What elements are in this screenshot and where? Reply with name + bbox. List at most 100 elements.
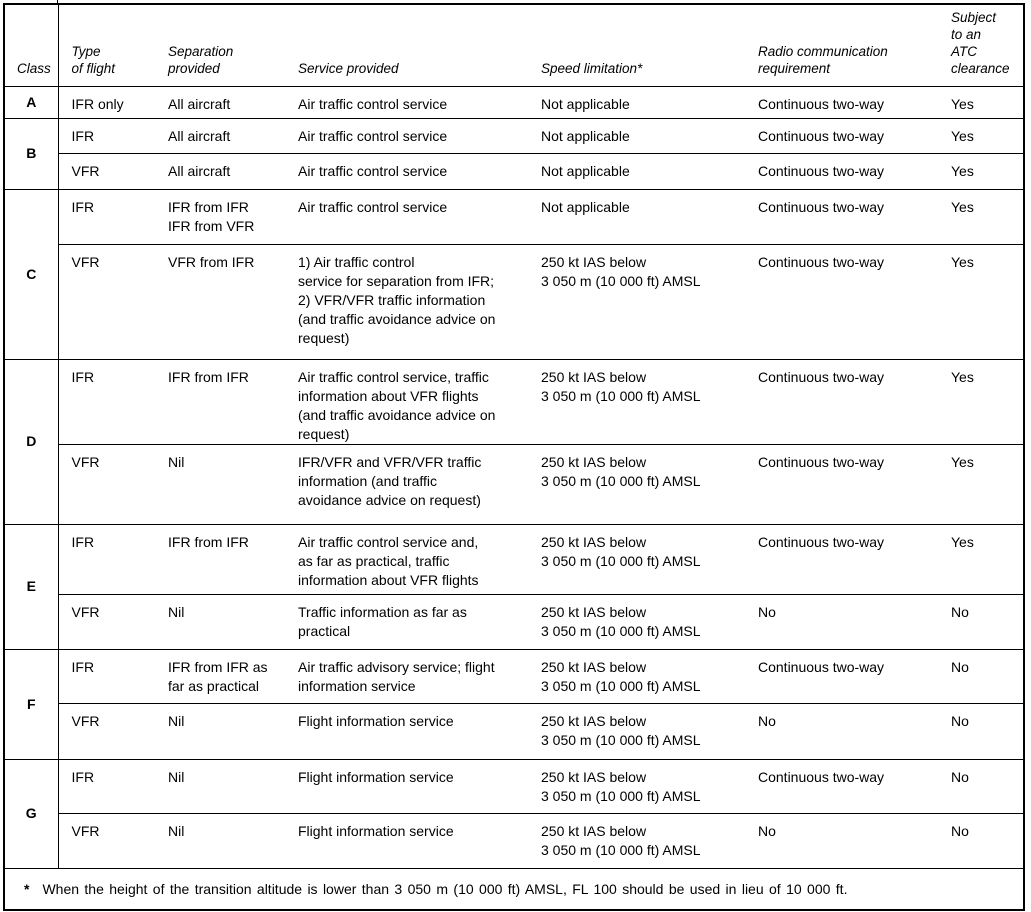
- cell-radio: No: [745, 593, 938, 649]
- cell-separation: Nil: [155, 812, 285, 868]
- cell-radio: Continuous two-way: [745, 152, 938, 189]
- cell-speed: 250 kt IAS below 3 050 m (10 000 ft) AMS…: [528, 358, 745, 444]
- cell-separation: Nil: [155, 758, 285, 813]
- cell-atc: Yes: [938, 85, 1024, 118]
- cell-atc: No: [938, 593, 1024, 649]
- footnote-row: * When the height of the transition altit…: [4, 867, 1024, 910]
- cell-speed: 250 kt IAS below 3 050 m (10 000 ft) AMS…: [528, 443, 745, 524]
- cell-type: VFR: [58, 243, 155, 359]
- class-cell: F: [4, 648, 59, 759]
- class-cell: G: [4, 758, 59, 868]
- cell-radio: No: [745, 702, 938, 759]
- cell-radio: Continuous two-way: [745, 188, 938, 244]
- header-cell-class: Class: [4, 4, 59, 87]
- cell-separation: IFR from IFR as far as practical: [155, 648, 285, 703]
- table-row: VFR Nil Flight information service 250 kt I…: [4, 702, 1024, 759]
- cell-service: Flight information service: [285, 812, 528, 868]
- cell-type: VFR: [58, 593, 155, 649]
- header-cell-service-provided: Service provided: [285, 4, 528, 87]
- cell-speed: Not applicable: [528, 152, 745, 189]
- cell-type: IFR: [58, 523, 155, 594]
- cell-speed: 250 kt IAS below 3 050 m (10 000 ft) AMS…: [528, 243, 745, 359]
- divider-artifact: [57, 0, 58, 5]
- table-row: D IFR IFR from IFR Air traffic control serv…: [4, 358, 1024, 524]
- footnote-cell: * When the height of the transition altit…: [4, 867, 1024, 910]
- cell-separation: Nil: [155, 443, 285, 524]
- cell-separation: All aircraft: [155, 117, 285, 153]
- cell-service: Traffic information as far as practical: [285, 593, 528, 649]
- cell-speed: Not applicable: [528, 117, 745, 153]
- cell-radio: Continuous two-way: [745, 358, 938, 444]
- cell-type: VFR: [58, 152, 155, 189]
- footnote-text: When the height of the transition altitu…: [42, 880, 848, 897]
- cell-atc: Yes: [938, 358, 1024, 444]
- cell-service: Air traffic control service and, as far …: [285, 523, 528, 594]
- cell-radio: Continuous two-way: [745, 758, 938, 813]
- header-cell-separation-provided: Separation provided: [155, 4, 285, 87]
- cell-speed: Not applicable: [528, 85, 745, 118]
- cell-service: Air traffic control service: [285, 117, 528, 153]
- table-row: F IFR IFR from IFR as far as practical Air …: [4, 648, 1024, 759]
- cell-radio: Continuous two-way: [745, 523, 938, 594]
- table-body: A IFR only All aircraft Air traffic control…: [4, 85, 1024, 910]
- cell-service: Air traffic advisory service; flight inf…: [285, 648, 528, 703]
- cell-speed: Not applicable: [528, 188, 745, 244]
- header-cell-speed-limitation: Speed limitation*: [528, 4, 745, 87]
- cell-separation: IFR from IFR IFR from VFR: [155, 188, 285, 244]
- table-row: VFR VFR from IFR 1) Air traffic control se…: [4, 243, 1024, 359]
- cell-speed: 250 kt IAS below 3 050 m (10 000 ft) AMS…: [528, 523, 745, 594]
- class-cell: D: [4, 358, 59, 524]
- header-row: Class Type of flight Separation provided Se…: [4, 4, 1024, 87]
- cell-type: IFR: [58, 358, 155, 444]
- cell-type: IFR: [58, 188, 155, 244]
- cell-separation: All aircraft: [155, 85, 285, 118]
- table-row: VFR Nil Flight information service 250 kt I…: [4, 812, 1024, 868]
- cell-service: Air traffic control service: [285, 85, 528, 118]
- cell-atc: No: [938, 812, 1024, 868]
- cell-type: VFR: [58, 702, 155, 759]
- cell-speed: 250 kt IAS below 3 050 m (10 000 ft) AMS…: [528, 812, 745, 868]
- cell-radio: Continuous two-way: [745, 443, 938, 524]
- class-cell: E: [4, 523, 59, 649]
- cell-atc: No: [938, 648, 1024, 703]
- table-row: VFR Nil Traffic information as far as prac…: [4, 593, 1024, 649]
- cell-type: IFR: [58, 117, 155, 153]
- cell-atc: No: [938, 702, 1024, 759]
- cell-radio: Continuous two-way: [745, 117, 938, 153]
- cell-service: 1) Air traffic control service for separ…: [285, 243, 528, 359]
- cell-atc: Yes: [938, 152, 1024, 189]
- cell-speed: 250 kt IAS below 3 050 m (10 000 ft) AMS…: [528, 758, 745, 813]
- footnote-asterisk: *: [24, 880, 30, 897]
- table-row: B IFR All aircraft Air traffic control serv…: [4, 117, 1024, 189]
- cell-separation: Nil: [155, 593, 285, 649]
- cell-speed: 250 kt IAS below 3 050 m (10 000 ft) AMS…: [528, 648, 745, 703]
- cell-radio: Continuous two-way: [745, 648, 938, 703]
- cell-separation: Nil: [155, 702, 285, 759]
- cell-type: VFR: [58, 443, 155, 524]
- cell-service: Air traffic control service: [285, 188, 528, 244]
- cell-atc: Yes: [938, 243, 1024, 359]
- cell-atc: Yes: [938, 523, 1024, 594]
- class-cell: B: [4, 117, 59, 189]
- cell-type: VFR: [58, 812, 155, 868]
- header-cell-radio-communication: Radio communication requirement: [745, 4, 938, 87]
- cell-service: Flight information service: [285, 758, 528, 813]
- cell-speed: 250 kt IAS below 3 050 m (10 000 ft) AMS…: [528, 593, 745, 649]
- table-row: A IFR only All aircraft Air traffic control…: [4, 85, 1024, 118]
- cell-service: IFR/VFR and VFR/VFR traffic information …: [285, 443, 528, 524]
- header-cell-type-of-flight: Type of flight: [58, 4, 155, 87]
- cell-speed: 250 kt IAS below 3 050 m (10 000 ft) AMS…: [528, 702, 745, 759]
- class-cell: C: [4, 188, 59, 359]
- header-cell-atc-clearance: Subject to an ATC clearance: [938, 4, 1024, 87]
- cell-service: Flight information service: [285, 702, 528, 759]
- cell-radio: No: [745, 812, 938, 868]
- cell-type: IFR only: [58, 85, 155, 118]
- table-row: E IFR IFR from IFR Air traffic control serv…: [4, 523, 1024, 649]
- cell-service: Air traffic control service: [285, 152, 528, 189]
- table-row: VFR All aircraft Air traffic control servi…: [4, 152, 1024, 189]
- cell-separation: IFR from IFR: [155, 358, 285, 444]
- cell-separation: VFR from IFR: [155, 243, 285, 359]
- cell-atc: No: [938, 758, 1024, 813]
- cell-separation: All aircraft: [155, 152, 285, 189]
